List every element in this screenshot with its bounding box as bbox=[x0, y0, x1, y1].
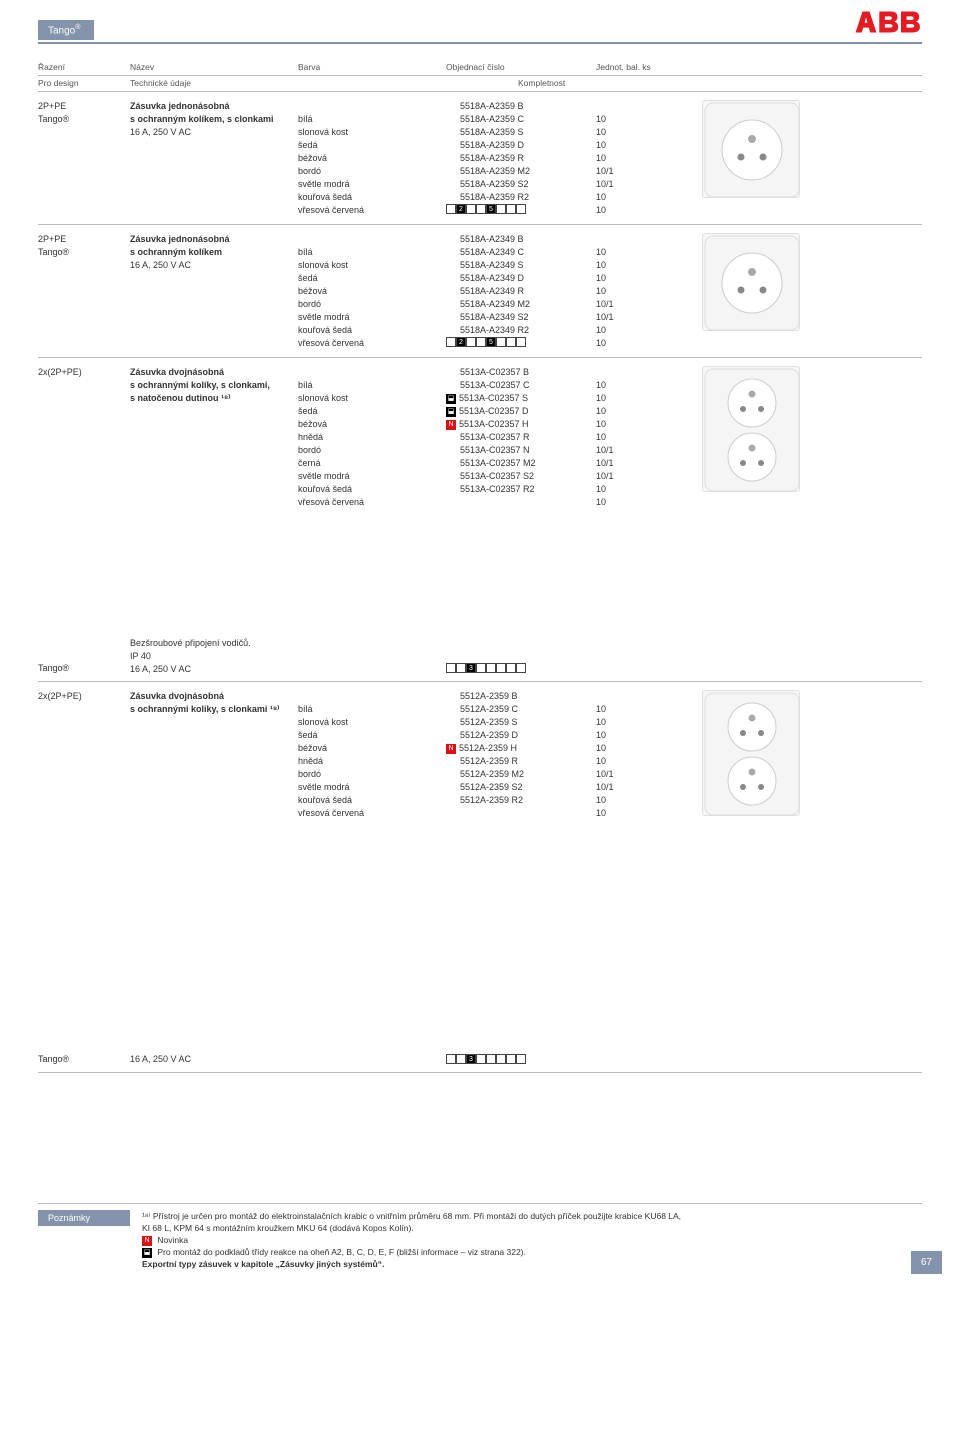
mid-line1: IP 40 bbox=[130, 650, 298, 663]
mid-mid: Bezšroubové připojení vodičů. IP 40 16 A… bbox=[130, 637, 298, 677]
abb-logo bbox=[852, 8, 922, 38]
product-image bbox=[688, 100, 800, 218]
mid-line2: 16 A, 250 V AC bbox=[130, 663, 298, 676]
column-headers: Řazení Název Barva Objednací číslo Jedno… bbox=[38, 44, 922, 75]
mid-boxes: 3 bbox=[446, 637, 596, 677]
mid-left: Tango® bbox=[38, 637, 130, 677]
block-qty: 1010101010/110/11010 bbox=[596, 233, 688, 351]
product-block: 2x(2P+PE)Zásuvka dvojnásobnás ochrannými… bbox=[38, 682, 922, 820]
sub-headers: Pro design Technické údaje Kompletnost bbox=[38, 78, 922, 91]
col-jednot: Jednot. bal. ks bbox=[596, 62, 688, 72]
block-mid: Zásuvka dvojnásobnás ochrannými kolíky, … bbox=[130, 366, 298, 509]
mid-line0: Bezšroubové připojení vodičů. bbox=[130, 637, 298, 650]
block-left: 2x(2P+PE) bbox=[38, 366, 130, 509]
block-qty: 1010101010/110/11010 bbox=[596, 100, 688, 218]
sub-tech: Technické údaje bbox=[130, 78, 518, 88]
block-colors: bíláslonová kostšedábéžovábordósvětle mo… bbox=[298, 100, 446, 218]
brand-tab: Tango® bbox=[38, 20, 94, 40]
sub-prodesign: Pro design bbox=[38, 78, 130, 88]
product-block: 2x(2P+PE)Zásuvka dvojnásobnás ochrannými… bbox=[38, 358, 922, 509]
product-image bbox=[688, 366, 800, 509]
catalog-page: Tango® Řazení Název Barva Objednací čísl… bbox=[0, 0, 960, 1280]
block-colors: bíláslonová kostšedábéžováhnědábordóčern… bbox=[298, 366, 446, 509]
col-barva: Barva bbox=[298, 62, 446, 72]
product-image bbox=[688, 690, 800, 820]
block-qty: 101010101010/110/11010 bbox=[596, 690, 688, 820]
brand-tab-text: Tango bbox=[48, 25, 75, 36]
footnotes: Poznámky ¹⁸⁾ Přístroj je určen pro montá… bbox=[38, 1204, 922, 1270]
bottom-tango: Tango® bbox=[38, 1054, 130, 1068]
block-parts: 5518A-A2349 B5518A-A2349 C5518A-A2349 S5… bbox=[446, 233, 596, 351]
block-qty: 101010101010/110/110/11010 bbox=[596, 366, 688, 509]
block-parts: 5513A-C02357 B5513A-C02357 C⬓5513A-C0235… bbox=[446, 366, 596, 509]
brand-tab-sup: ® bbox=[75, 24, 80, 31]
bottom-spec: 16 A, 250 V AC bbox=[130, 1054, 298, 1068]
block-left: 2P+PETango® bbox=[38, 233, 130, 351]
notes-text: ¹⁸⁾ Přístroj je určen pro montáž do elek… bbox=[130, 1210, 922, 1270]
col-nazev: Název bbox=[130, 62, 298, 72]
page-number: 67 bbox=[911, 1251, 942, 1274]
mid-header-block: Tango® Bezšroubové připojení vodičů. IP … bbox=[38, 629, 922, 677]
product-block: 2P+PETango®Zásuvka jednonásobnás ochrann… bbox=[38, 225, 922, 351]
block-left: 2P+PETango® bbox=[38, 100, 130, 218]
bottom-row: Tango® 16 A, 250 V AC 3 bbox=[38, 1050, 922, 1068]
block-left: 2x(2P+PE) bbox=[38, 690, 130, 820]
col-objednaci: Objednací číslo bbox=[446, 62, 596, 72]
block-mid: Zásuvka jednonásobnás ochranným kolíkem,… bbox=[130, 100, 298, 218]
bottom-boxes: 3 bbox=[446, 1054, 596, 1068]
product-image bbox=[688, 233, 800, 351]
block-colors: bíláslonová kostšedábéžováhnědábordósvět… bbox=[298, 690, 446, 820]
notes-label: Poznámky bbox=[38, 1210, 130, 1226]
block-mid: Zásuvka jednonásobnás ochranným kolíkem1… bbox=[130, 233, 298, 351]
block-mid: Zásuvka dvojnásobnás ochrannými kolíky, … bbox=[130, 690, 298, 820]
product-block: 2P+PETango®Zásuvka jednonásobnás ochrann… bbox=[38, 92, 922, 218]
block-parts: 5512A-2359 B5512A-2359 C5512A-2359 S5512… bbox=[446, 690, 596, 820]
sub-kompl: Kompletnost bbox=[518, 78, 565, 88]
rule bbox=[38, 75, 922, 76]
col-razeni: Řazení bbox=[38, 62, 130, 72]
block-colors: bíláslonová kostšedábéžovábordósvětle mo… bbox=[298, 233, 446, 351]
block-parts: 5518A-A2359 B5518A-A2359 C5518A-A2359 S5… bbox=[446, 100, 596, 218]
mid-tango: Tango® bbox=[38, 663, 130, 673]
